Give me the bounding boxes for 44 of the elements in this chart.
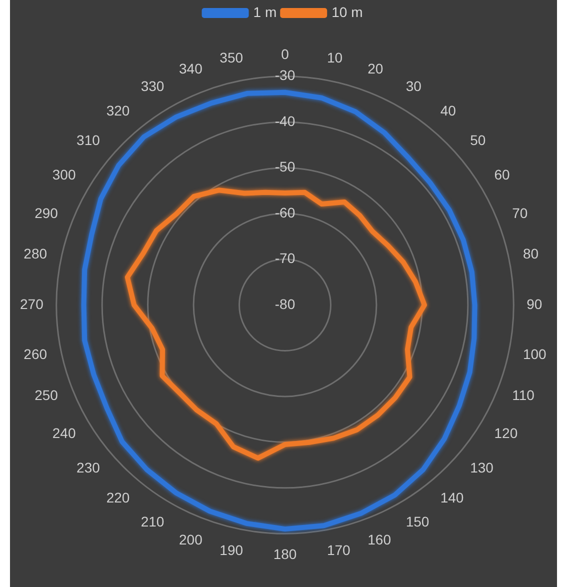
spoke-label: 250 xyxy=(34,386,58,403)
spoke-label: 0 xyxy=(281,46,290,62)
spoke-label: 160 xyxy=(368,531,392,548)
spoke-label: 150 xyxy=(406,514,430,530)
y-tick-label: -80 xyxy=(274,296,296,312)
spoke-label: 120 xyxy=(494,425,518,442)
spoke-label: 340 xyxy=(178,60,203,76)
spoke-label: 200 xyxy=(178,531,203,548)
spoke-label: 70 xyxy=(512,204,528,221)
spoke-label: 180 xyxy=(273,546,297,562)
spoke-label: 330 xyxy=(140,78,164,94)
spoke-label: 140 xyxy=(440,489,464,506)
spoke-label: 240 xyxy=(52,425,76,442)
spoke-label: 50 xyxy=(470,132,486,148)
spoke-label: 270 xyxy=(20,296,44,312)
spoke-label: 260 xyxy=(24,346,48,362)
spoke-label: 90 xyxy=(526,296,542,312)
spoke-label: 310 xyxy=(76,132,100,148)
spoke-label: 110 xyxy=(512,386,535,403)
spoke-label: 130 xyxy=(470,460,494,476)
spoke-label: 210 xyxy=(140,514,164,530)
spoke-label: 40 xyxy=(440,102,456,118)
spoke-label: 290 xyxy=(34,204,58,221)
spoke-label: 20 xyxy=(368,60,384,76)
spoke-label: 80 xyxy=(522,246,539,262)
spoke-label: 220 xyxy=(106,489,130,506)
y-tick-label: -50 xyxy=(274,158,296,175)
legend-label: 10 m xyxy=(332,4,363,20)
spoke-label: 170 xyxy=(326,542,351,558)
y-tick-label: -40 xyxy=(274,112,296,129)
spoke-label: 280 xyxy=(24,246,48,262)
spoke-label: 190 xyxy=(220,542,244,558)
spoke-label: 320 xyxy=(106,102,130,118)
spoke-label: 230 xyxy=(76,460,100,476)
spoke-label: 10 xyxy=(326,49,343,66)
spoke-label: 350 xyxy=(220,49,244,66)
spoke-label: 300 xyxy=(52,166,76,183)
spoke-label: 100 xyxy=(522,346,547,362)
y-tick-label: -30 xyxy=(274,67,296,84)
legend-label: 1 m xyxy=(253,4,277,20)
y-tick-label: -70 xyxy=(274,250,296,266)
spoke-label: 30 xyxy=(406,78,422,94)
y-tick-label: -60 xyxy=(274,204,296,220)
spoke-label: 60 xyxy=(494,166,510,183)
